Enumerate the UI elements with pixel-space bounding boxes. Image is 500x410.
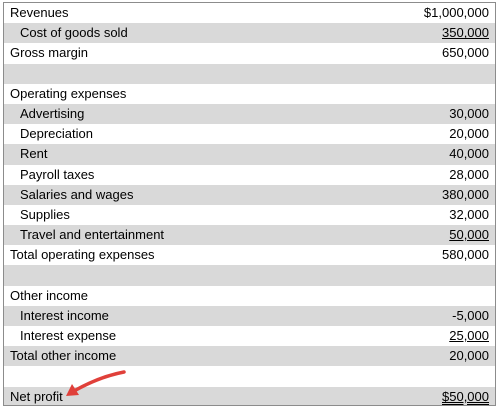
row-label: Travel and entertainment [20,227,165,243]
row-label: Advertising [20,105,85,121]
row-amount: 20,000 [449,348,489,364]
row-label: Total operating expenses [10,247,155,263]
row-label: Payroll taxes [20,166,95,182]
row-label: Cost of goods sold [20,25,128,41]
row-amount: $50,000 [442,388,489,404]
row-label: Interest income [20,307,109,323]
row-label: Salaries and wages [20,186,134,202]
row-label: Gross margin [10,45,89,61]
row-label: Net profit [10,388,63,404]
row-rent: Rent 40,000 [4,144,495,165]
income-statement-table: Revenues $1,000,000 Cost of goods sold 3… [3,2,496,406]
row-spacer [4,265,495,286]
row-interest-expense: Interest expense 25,000 [4,326,495,346]
row-amount: -5,000 [452,307,489,323]
row-amount: 32,000 [449,206,489,222]
row-label: Depreciation [20,126,93,142]
row-interest-income: Interest income -5,000 [4,305,495,326]
row-amount: 40,000 [449,146,489,162]
row-other-income-header: Other income [4,286,495,306]
row-cost-of-goods-sold: Cost of goods sold 350,000 [4,23,495,44]
row-revenues: Revenues $1,000,000 [4,3,495,23]
row-supplies: Supplies 32,000 [4,205,495,225]
row-spacer [4,366,495,386]
row-payroll-taxes: Payroll taxes 28,000 [4,165,495,185]
row-amount: 650,000 [442,45,489,61]
row-amount: 28,000 [449,166,489,182]
row-amount: 20,000 [449,126,489,142]
row-advertising: Advertising 30,000 [4,103,495,125]
row-label: Revenues [10,5,69,20]
row-amount: $1,000,000 [423,5,489,20]
section-heading: Other income [10,287,89,303]
section-heading: Operating expenses [10,85,127,101]
row-depreciation: Depreciation 20,000 [4,124,495,144]
row-total-operating-expenses: Total operating expenses 580,000 [4,245,495,265]
row-amount: 30,000 [449,105,489,121]
row-total-other-income: Total other income 20,000 [4,346,495,367]
row-salaries-and-wages: Salaries and wages 380,000 [4,184,495,205]
row-amount: 580,000 [442,247,489,263]
row-amount: 380,000 [442,186,489,202]
row-gross-margin: Gross margin 650,000 [4,43,495,63]
row-net-profit: Net profit $50,000 [4,386,495,405]
row-label: Total other income [10,348,117,364]
row-amount: 50,000 [449,227,489,243]
row-label: Supplies [20,206,70,222]
row-amount: 350,000 [442,25,489,41]
row-spacer [4,63,495,84]
row-travel-and-entertainment: Travel and entertainment 50,000 [4,225,495,246]
row-label: Interest expense [20,328,117,343]
row-amount: 25,000 [449,328,489,343]
row-operating-expenses-header: Operating expenses [4,84,495,104]
row-label: Rent [20,146,48,162]
